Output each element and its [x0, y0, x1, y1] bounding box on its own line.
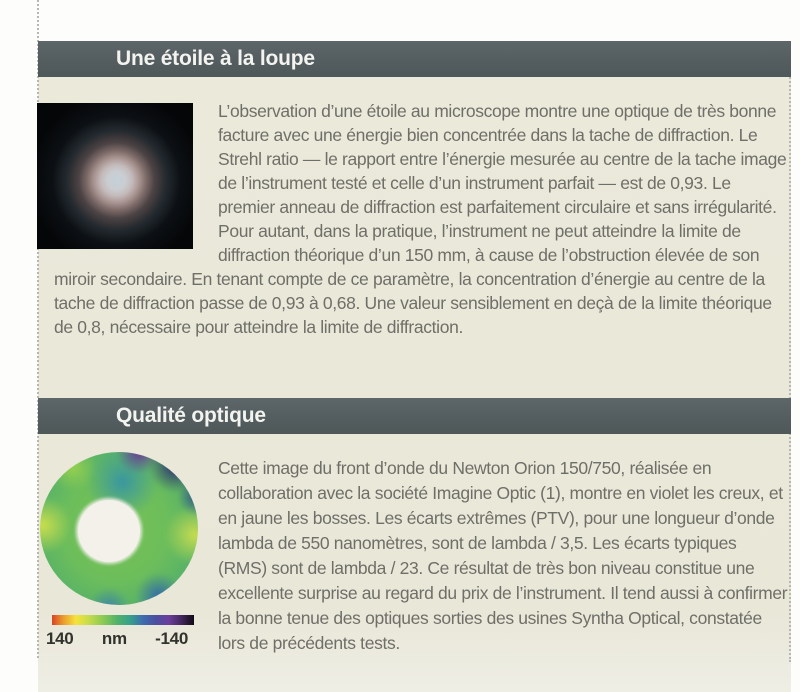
section-title-optics: Qualité optique: [116, 404, 266, 427]
color-scale-labels: 140 nm -140: [46, 629, 188, 649]
paragraph-optics-analysis: Cette image du front d’onde du Newton Or…: [218, 456, 788, 656]
wavefront-center-hole: [78, 500, 140, 562]
section-title-star: Une étoile à la loupe: [116, 47, 315, 70]
scale-label-max: 140: [46, 629, 74, 648]
page-edge-strip: [0, 0, 37, 692]
paragraph-optics-text: Cette image du front d’onde du Newton Or…: [218, 458, 788, 653]
section-header-optics: Qualité optique: [38, 398, 791, 434]
scale-label-unit: nm: [101, 629, 127, 648]
scale-label-min: -140: [155, 629, 188, 648]
paragraph-star-text: L’observation d’une étoile au microscope…: [54, 101, 787, 337]
left-trim-dotted-line: [37, 0, 39, 658]
paragraph-star-analysis: L’observation d’une étoile au microscope…: [54, 99, 788, 339]
right-trim-dotted-line: [789, 42, 791, 662]
star-diffraction-image: [37, 103, 193, 249]
text-wrap-spacer: [54, 99, 218, 249]
wavefront-image: [40, 452, 198, 605]
section-header-star: Une étoile à la loupe: [38, 41, 791, 77]
color-scale-bar: [52, 615, 194, 625]
